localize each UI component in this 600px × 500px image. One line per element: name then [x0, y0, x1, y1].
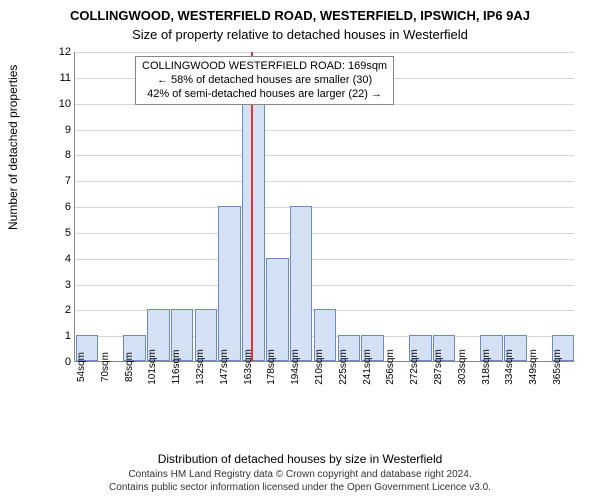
grid-line — [75, 52, 574, 53]
grid-line — [75, 207, 574, 208]
y-tick-label: 6 — [53, 201, 71, 213]
x-tick-label: 272sqm — [409, 349, 420, 385]
bar — [218, 206, 241, 361]
x-tick-label: 256sqm — [385, 349, 396, 385]
x-tick-label: 241sqm — [362, 349, 373, 385]
grid-line — [75, 155, 574, 156]
chart-wrap: COLLINGWOOD WESTERFIELD ROAD: 169sqm ← 5… — [50, 52, 580, 422]
x-axis-label: Distribution of detached houses by size … — [0, 452, 600, 466]
grid-line — [75, 259, 574, 260]
grid-line — [75, 233, 574, 234]
y-tick-label: 12 — [53, 46, 71, 58]
y-tick-label: 0 — [53, 356, 71, 368]
y-tick-label: 1 — [53, 330, 71, 342]
y-tick-label: 7 — [53, 175, 71, 187]
y-tick-label: 10 — [53, 98, 71, 110]
grid-line — [75, 285, 574, 286]
grid-line — [75, 181, 574, 182]
y-tick-label: 4 — [53, 253, 71, 265]
bar — [242, 103, 265, 361]
x-tick-label: 194sqm — [290, 349, 301, 385]
x-tick-label: 303sqm — [457, 349, 468, 385]
x-tick-label: 147sqm — [219, 349, 230, 385]
bar — [266, 258, 289, 361]
x-tick-label: 318sqm — [481, 349, 492, 385]
x-tick-label: 287sqm — [433, 349, 444, 385]
bar — [290, 206, 313, 361]
x-tick-label: 116sqm — [171, 350, 182, 385]
x-tick-label: 85sqm — [124, 352, 135, 382]
annotation-box: COLLINGWOOD WESTERFIELD ROAD: 169sqm ← 5… — [135, 56, 394, 105]
y-tick-label: 9 — [53, 124, 71, 136]
y-tick-label: 11 — [53, 72, 71, 84]
annotation-line3: 42% of semi-detached houses are larger (… — [142, 88, 387, 102]
y-tick-label: 5 — [53, 227, 71, 239]
title-sub: Size of property relative to detached ho… — [0, 23, 600, 42]
grid-line — [75, 130, 574, 131]
y-tick-label: 3 — [53, 279, 71, 291]
x-tick-label: 210sqm — [314, 349, 325, 385]
x-tick-label: 54sqm — [76, 352, 87, 382]
footer: Contains HM Land Registry data © Crown c… — [0, 468, 600, 494]
x-tick-label: 132sqm — [195, 349, 206, 385]
x-tick-label: 349sqm — [528, 349, 539, 385]
annotation-line2: ← 58% of detached houses are smaller (30… — [142, 74, 387, 88]
x-tick-label: 334sqm — [504, 349, 515, 385]
x-tick-label: 365sqm — [552, 349, 563, 385]
y-tick-label: 8 — [53, 149, 71, 161]
x-tick-label: 101sqm — [147, 349, 158, 385]
title-main: COLLINGWOOD, WESTERFIELD ROAD, WESTERFIE… — [0, 0, 600, 23]
x-tick-label: 178sqm — [266, 349, 277, 385]
footer-line1: Contains HM Land Registry data © Crown c… — [0, 468, 600, 481]
annotation-line1: COLLINGWOOD WESTERFIELD ROAD: 169sqm — [142, 60, 387, 74]
x-tick-label: 225sqm — [338, 349, 349, 385]
y-tick-label: 2 — [53, 304, 71, 316]
y-axis-label: Number of detached properties — [6, 65, 20, 230]
x-tick-label: 70sqm — [100, 352, 111, 382]
footer-line2: Contains public sector information licen… — [0, 481, 600, 494]
plot-area: COLLINGWOOD WESTERFIELD ROAD: 169sqm ← 5… — [74, 52, 574, 362]
